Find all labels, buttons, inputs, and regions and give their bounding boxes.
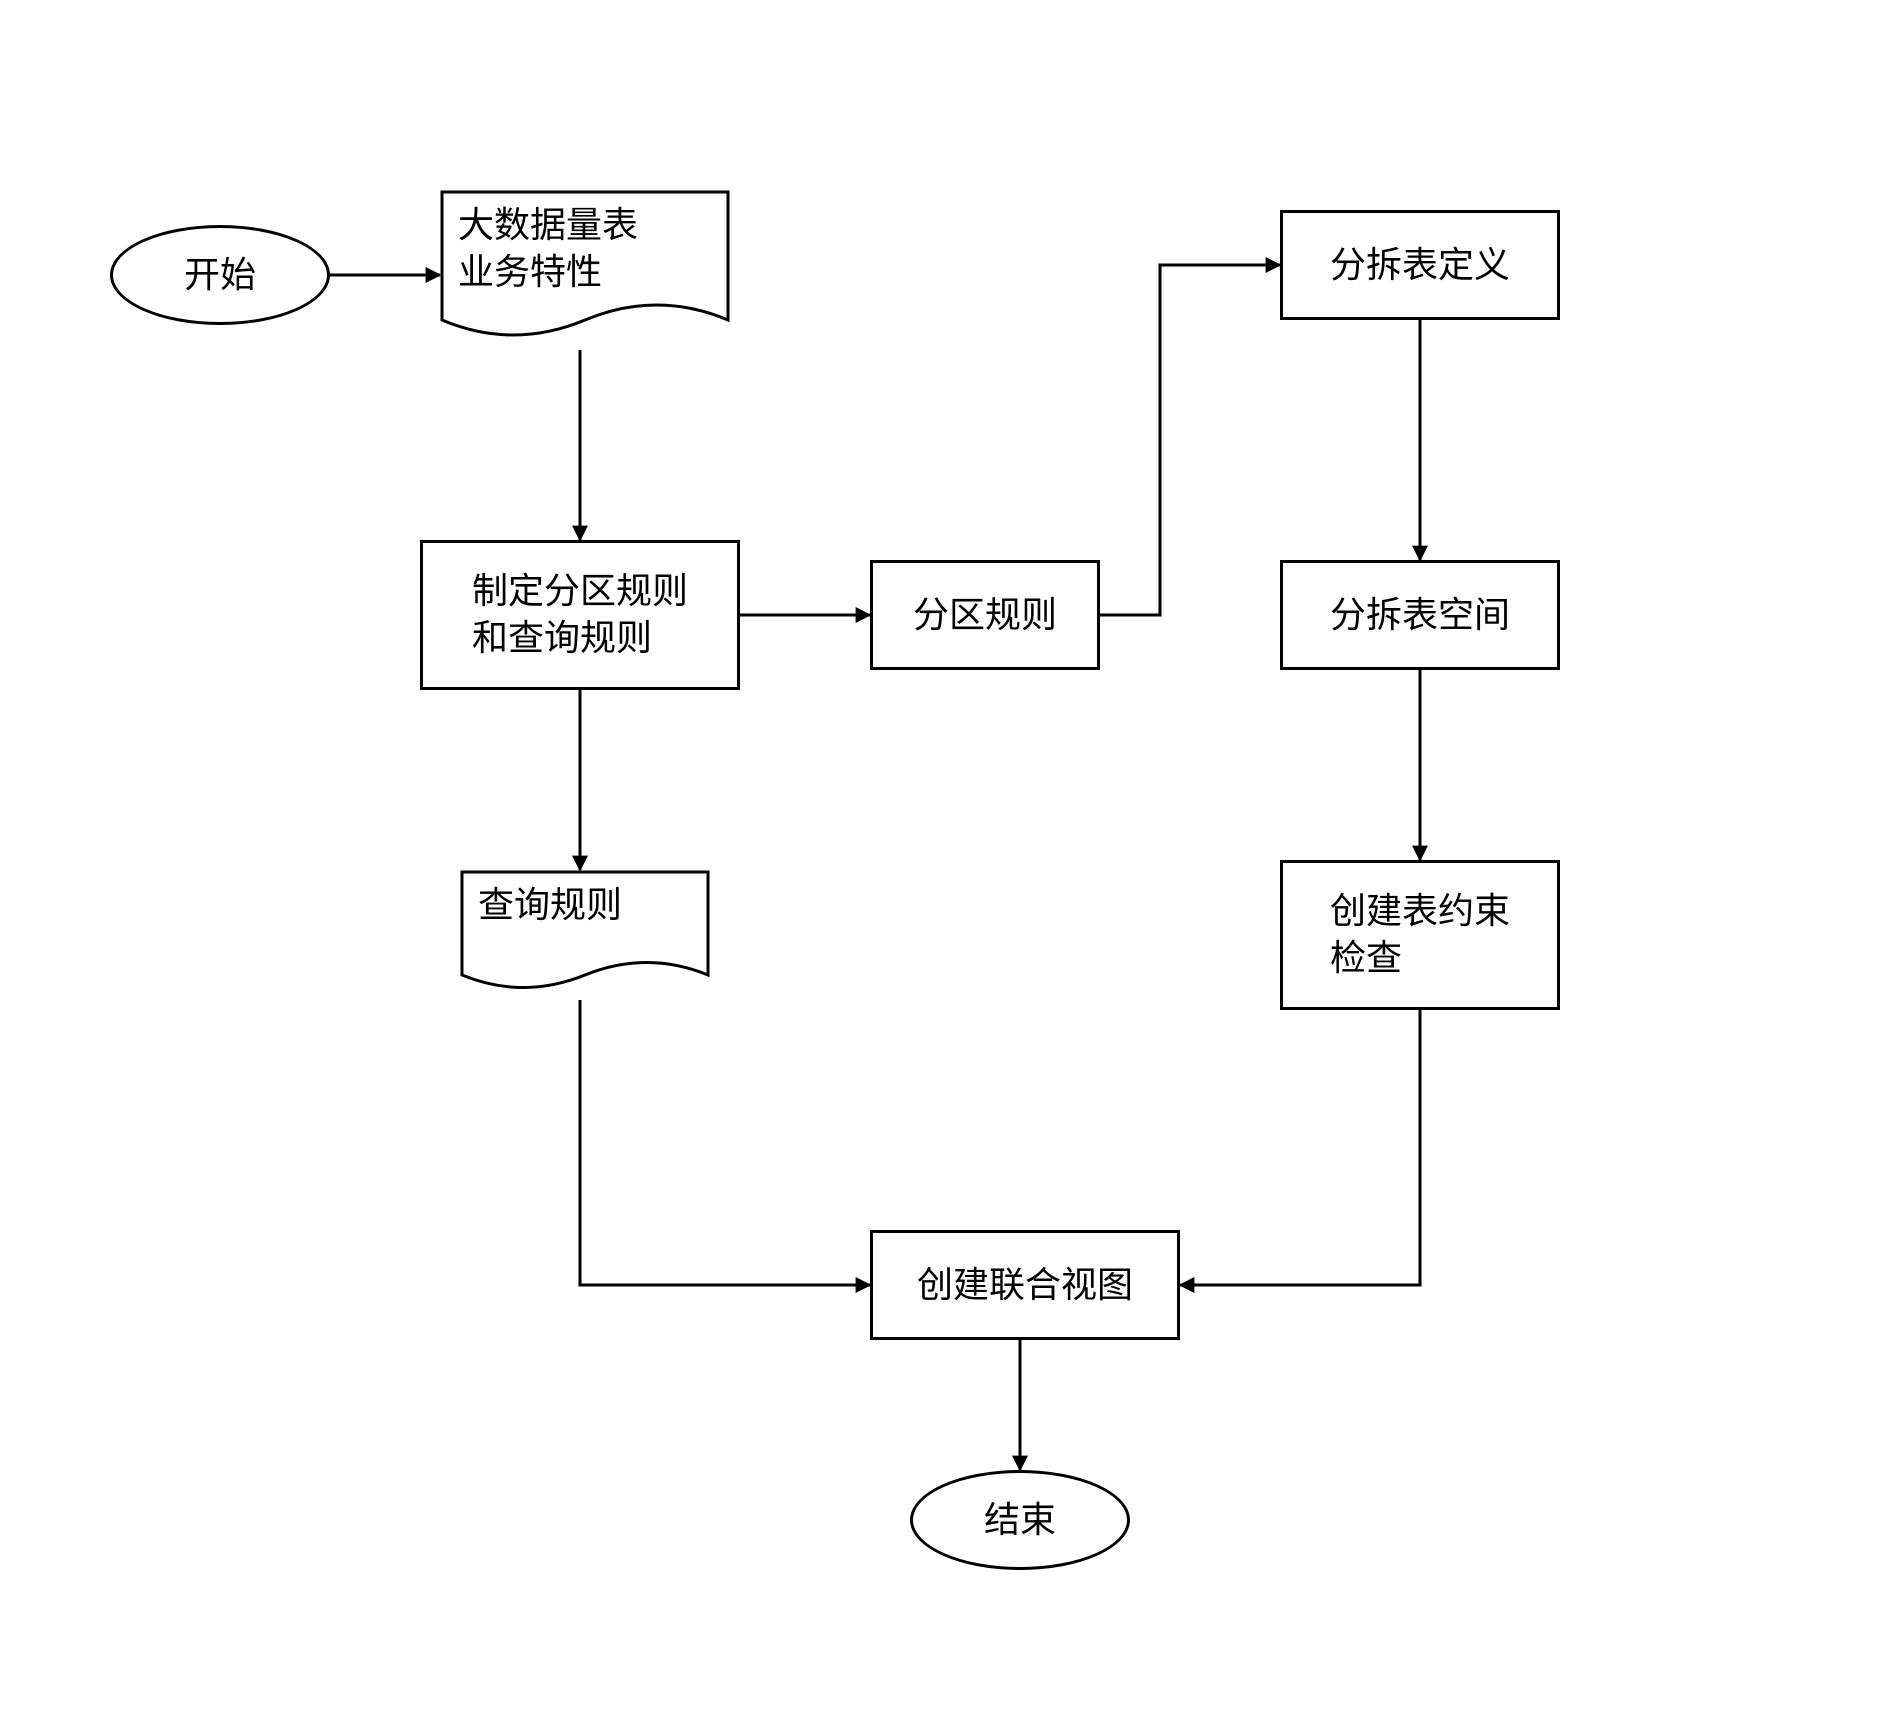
node-splitdef-label: 分拆表定义 xyxy=(1330,242,1510,289)
node-start: 开始 xyxy=(110,225,330,325)
node-splitdef: 分拆表定义 xyxy=(1280,210,1560,320)
node-end-label: 结束 xyxy=(984,1497,1056,1544)
edge-partition-to-splitdef xyxy=(1100,265,1280,615)
node-partition-label: 分区规则 xyxy=(913,592,1057,639)
node-constraint-label: 创建表约束 检查 xyxy=(1330,888,1510,982)
node-splitspace-label: 分拆表空间 xyxy=(1330,592,1510,639)
node-union-label: 创建联合视图 xyxy=(917,1262,1133,1309)
node-biz-label: 大数据量表 业务特性 xyxy=(458,202,638,296)
node-union: 创建联合视图 xyxy=(870,1230,1180,1340)
node-splitspace: 分拆表空间 xyxy=(1280,560,1560,670)
node-end: 结束 xyxy=(910,1470,1130,1570)
node-query: 查询规则 xyxy=(460,870,710,1000)
edge-constraint-to-union xyxy=(1180,1010,1420,1285)
flowchart-canvas: 开始 大数据量表 业务特性 制定分区规则 和查询规则 分区规则 分拆表定义 分拆… xyxy=(0,0,1878,1716)
node-partition: 分区规则 xyxy=(870,560,1100,670)
node-rules-label: 制定分区规则 和查询规则 xyxy=(472,568,688,662)
node-start-label: 开始 xyxy=(184,252,256,299)
edge-query-to-union xyxy=(580,1000,870,1285)
node-constraint: 创建表约束 检查 xyxy=(1280,860,1560,1010)
node-rules: 制定分区规则 和查询规则 xyxy=(420,540,740,690)
node-biz: 大数据量表 业务特性 xyxy=(440,190,730,350)
node-query-label: 查询规则 xyxy=(478,882,622,929)
